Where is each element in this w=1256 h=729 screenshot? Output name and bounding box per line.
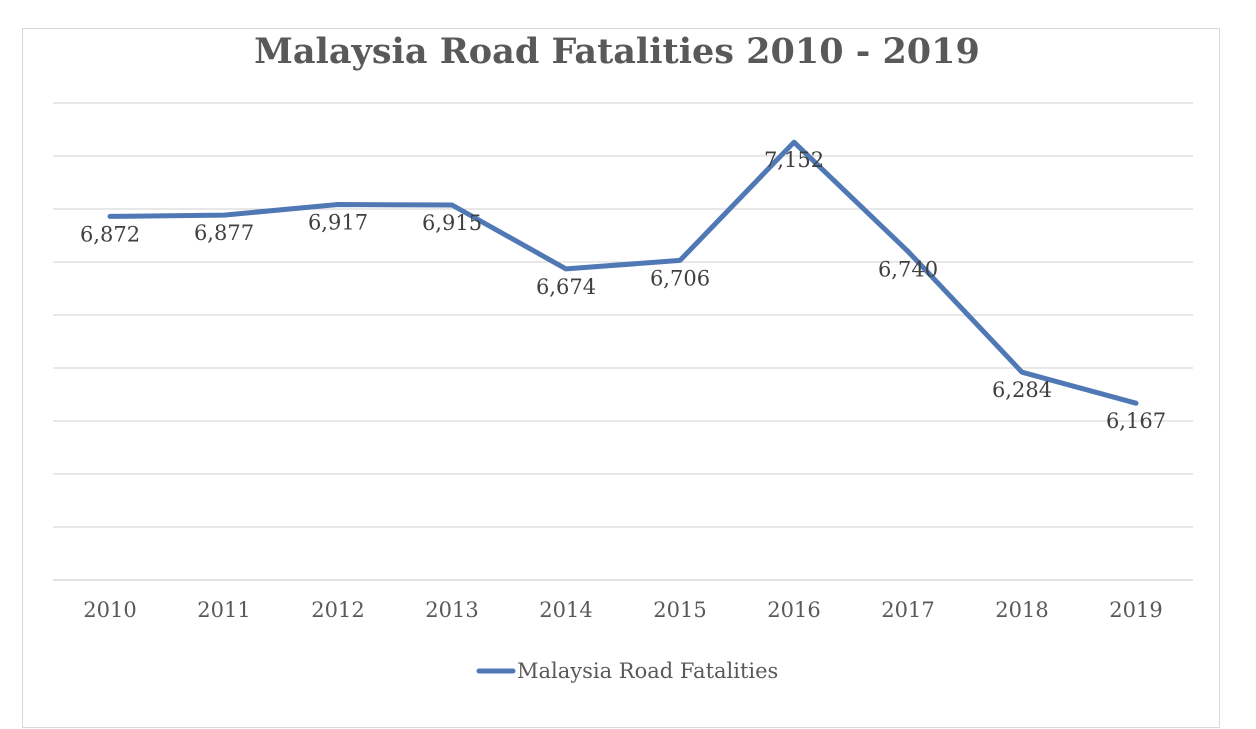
x-tick-label-2013: 2013	[425, 598, 478, 622]
series-line-group	[107, 139, 1139, 406]
x-tick-label-2017: 2017	[881, 598, 934, 622]
chart-title: Malaysia Road Fatalities 2010 - 2019	[254, 31, 980, 72]
data-label-2014: 6,674	[536, 275, 596, 299]
data-label-2010: 6,872	[80, 222, 140, 246]
chart-frame: Malaysia Road Fatalities 2010 - 2019 6,8…	[22, 28, 1220, 728]
data-label-2016: 7,152	[764, 148, 824, 172]
data-label-2019: 6,167	[1106, 409, 1166, 433]
data-label-2012: 6,917	[308, 210, 368, 234]
legend: Malaysia Road Fatalities	[476, 659, 778, 683]
x-tick-label-2011: 2011	[197, 598, 250, 622]
legend-label-malaysia-road-fatalities: Malaysia Road Fatalities	[517, 659, 778, 683]
data-labels: 6,872 6,877 6,917 6,915 6,674 6,706 7,152 6,740…	[80, 148, 1166, 433]
x-tick-label-2018: 2018	[995, 598, 1048, 622]
gridlines	[53, 102, 1193, 581]
data-label-2017: 6,740	[878, 257, 938, 281]
x-tick-label-2016: 2016	[767, 598, 820, 622]
data-label-2011: 6,877	[194, 221, 254, 245]
x-tick-label-2012: 2012	[311, 598, 364, 622]
data-label-2013: 6,915	[422, 211, 482, 235]
line-chart: Malaysia Road Fatalities 2010 - 2019 6,8…	[53, 31, 1193, 683]
x-tick-label-2015: 2015	[653, 598, 706, 622]
data-label-2015: 6,706	[650, 266, 710, 290]
x-tick-label-2014: 2014	[539, 598, 592, 622]
x-tick-label-2019: 2019	[1109, 598, 1162, 622]
series-line-malaysia-road-fatalities	[107, 139, 1139, 406]
x-tick-label-2010: 2010	[83, 598, 136, 622]
data-label-2018: 6,284	[992, 378, 1052, 402]
x-axis-ticks: 2010 2011 2012 2013 2014 2015 2016 2017 2018 2019	[83, 598, 1162, 622]
